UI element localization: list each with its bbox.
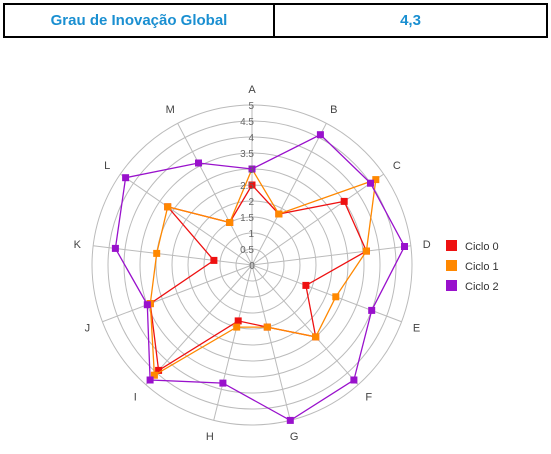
- series-point-2-E: [368, 306, 376, 314]
- grid-spoke: [251, 245, 411, 266]
- series-point-1-I: [150, 371, 158, 379]
- tick-label: 0: [249, 261, 255, 272]
- legend-swatch: [446, 240, 457, 251]
- tick-label: 3.5: [240, 149, 254, 160]
- series-line-0: [149, 183, 368, 372]
- series-point-1-B: [275, 210, 283, 218]
- grid-spoke: [177, 123, 253, 266]
- series-point-2-C: [367, 179, 374, 187]
- legend-label: Ciclo 0: [465, 241, 499, 253]
- tick-label: 2.5: [240, 181, 254, 192]
- series-point-0-C: [340, 197, 348, 205]
- legend-label: Ciclo 1: [465, 261, 499, 273]
- series-point-2-H: [219, 379, 227, 387]
- chart-legend: Ciclo 0 Ciclo 1 Ciclo 2: [446, 240, 499, 293]
- series-point-2-B: [316, 131, 324, 139]
- tick-label: 0.5: [240, 245, 254, 256]
- grid-spoke: [145, 264, 253, 386]
- header-value: 4,3: [400, 12, 421, 29]
- series-point-2-K: [111, 244, 119, 252]
- grid-spoke: [251, 264, 359, 386]
- legend-label: Ciclo 2: [465, 281, 499, 293]
- category-label: M: [166, 104, 175, 116]
- series-point-2-A: [248, 165, 256, 173]
- grid-spoke: [251, 173, 384, 266]
- series-point-2-I: [146, 376, 154, 384]
- category-label: E: [413, 322, 420, 334]
- tick-label: 2: [248, 197, 254, 208]
- series-point-0-K: [210, 256, 218, 264]
- category-label: L: [104, 160, 110, 172]
- series-point-2-G: [286, 416, 294, 424]
- tick-label: 4.5: [240, 117, 254, 128]
- category-label: A: [248, 84, 256, 96]
- grid-spoke: [251, 123, 327, 266]
- tick-label: 1.5: [240, 213, 254, 224]
- tick-label: 4: [248, 133, 254, 144]
- category-label: B: [330, 104, 337, 116]
- category-label: J: [85, 322, 91, 334]
- series-point-2-J: [143, 301, 151, 309]
- series-point-1-C: [372, 176, 380, 184]
- grid-spoke: [251, 264, 402, 323]
- category-label: H: [206, 431, 214, 443]
- category-label: K: [74, 239, 82, 251]
- series-point-2-L: [122, 174, 130, 182]
- series-point-1-F: [312, 333, 320, 341]
- series-line-2: [114, 133, 406, 422]
- series-point-0-I: [155, 366, 163, 374]
- tick-label: 5: [248, 101, 254, 112]
- grid-spoke: [213, 264, 253, 421]
- series-point-1-M: [226, 219, 234, 226]
- series-point-1-E: [332, 293, 340, 301]
- tick-label: 3: [248, 165, 254, 176]
- header-table: Grau de Inovação Global 4,3: [3, 3, 548, 38]
- chart-labels: 0 0.5 1 1.5 2 2.5 3 3.5 4 4.5 5 A B C D E F G H I J K L M: [74, 84, 431, 443]
- series-point-1-L: [164, 203, 172, 211]
- series-point-1-H: [233, 323, 241, 331]
- legend-swatch: [446, 280, 457, 291]
- grid-spoke: [251, 264, 291, 421]
- series-point-0-A: [248, 181, 256, 189]
- category-label: I: [134, 392, 137, 404]
- grid-spoke: [120, 173, 253, 266]
- grid-spoke: [93, 245, 253, 266]
- series-point-1-K: [153, 249, 161, 257]
- series-point-1-D: [362, 247, 370, 255]
- legend-swatch: [446, 260, 457, 271]
- category-label: G: [290, 431, 299, 443]
- grid-spoke: [102, 264, 253, 323]
- category-label: D: [423, 239, 431, 251]
- series-point-1-G: [263, 323, 271, 331]
- series-point-0-H: [234, 317, 242, 325]
- series-point-2-M: [195, 159, 202, 167]
- header-label: Grau de Inovação Global: [5, 5, 275, 36]
- chart-series: [111, 131, 408, 424]
- category-label: C: [393, 160, 401, 172]
- series-point-2-D: [401, 243, 408, 250]
- series-point-2-F: [350, 376, 358, 384]
- series-point-0-E: [302, 281, 310, 289]
- category-label: F: [365, 392, 372, 404]
- tick-label: 1: [248, 229, 254, 240]
